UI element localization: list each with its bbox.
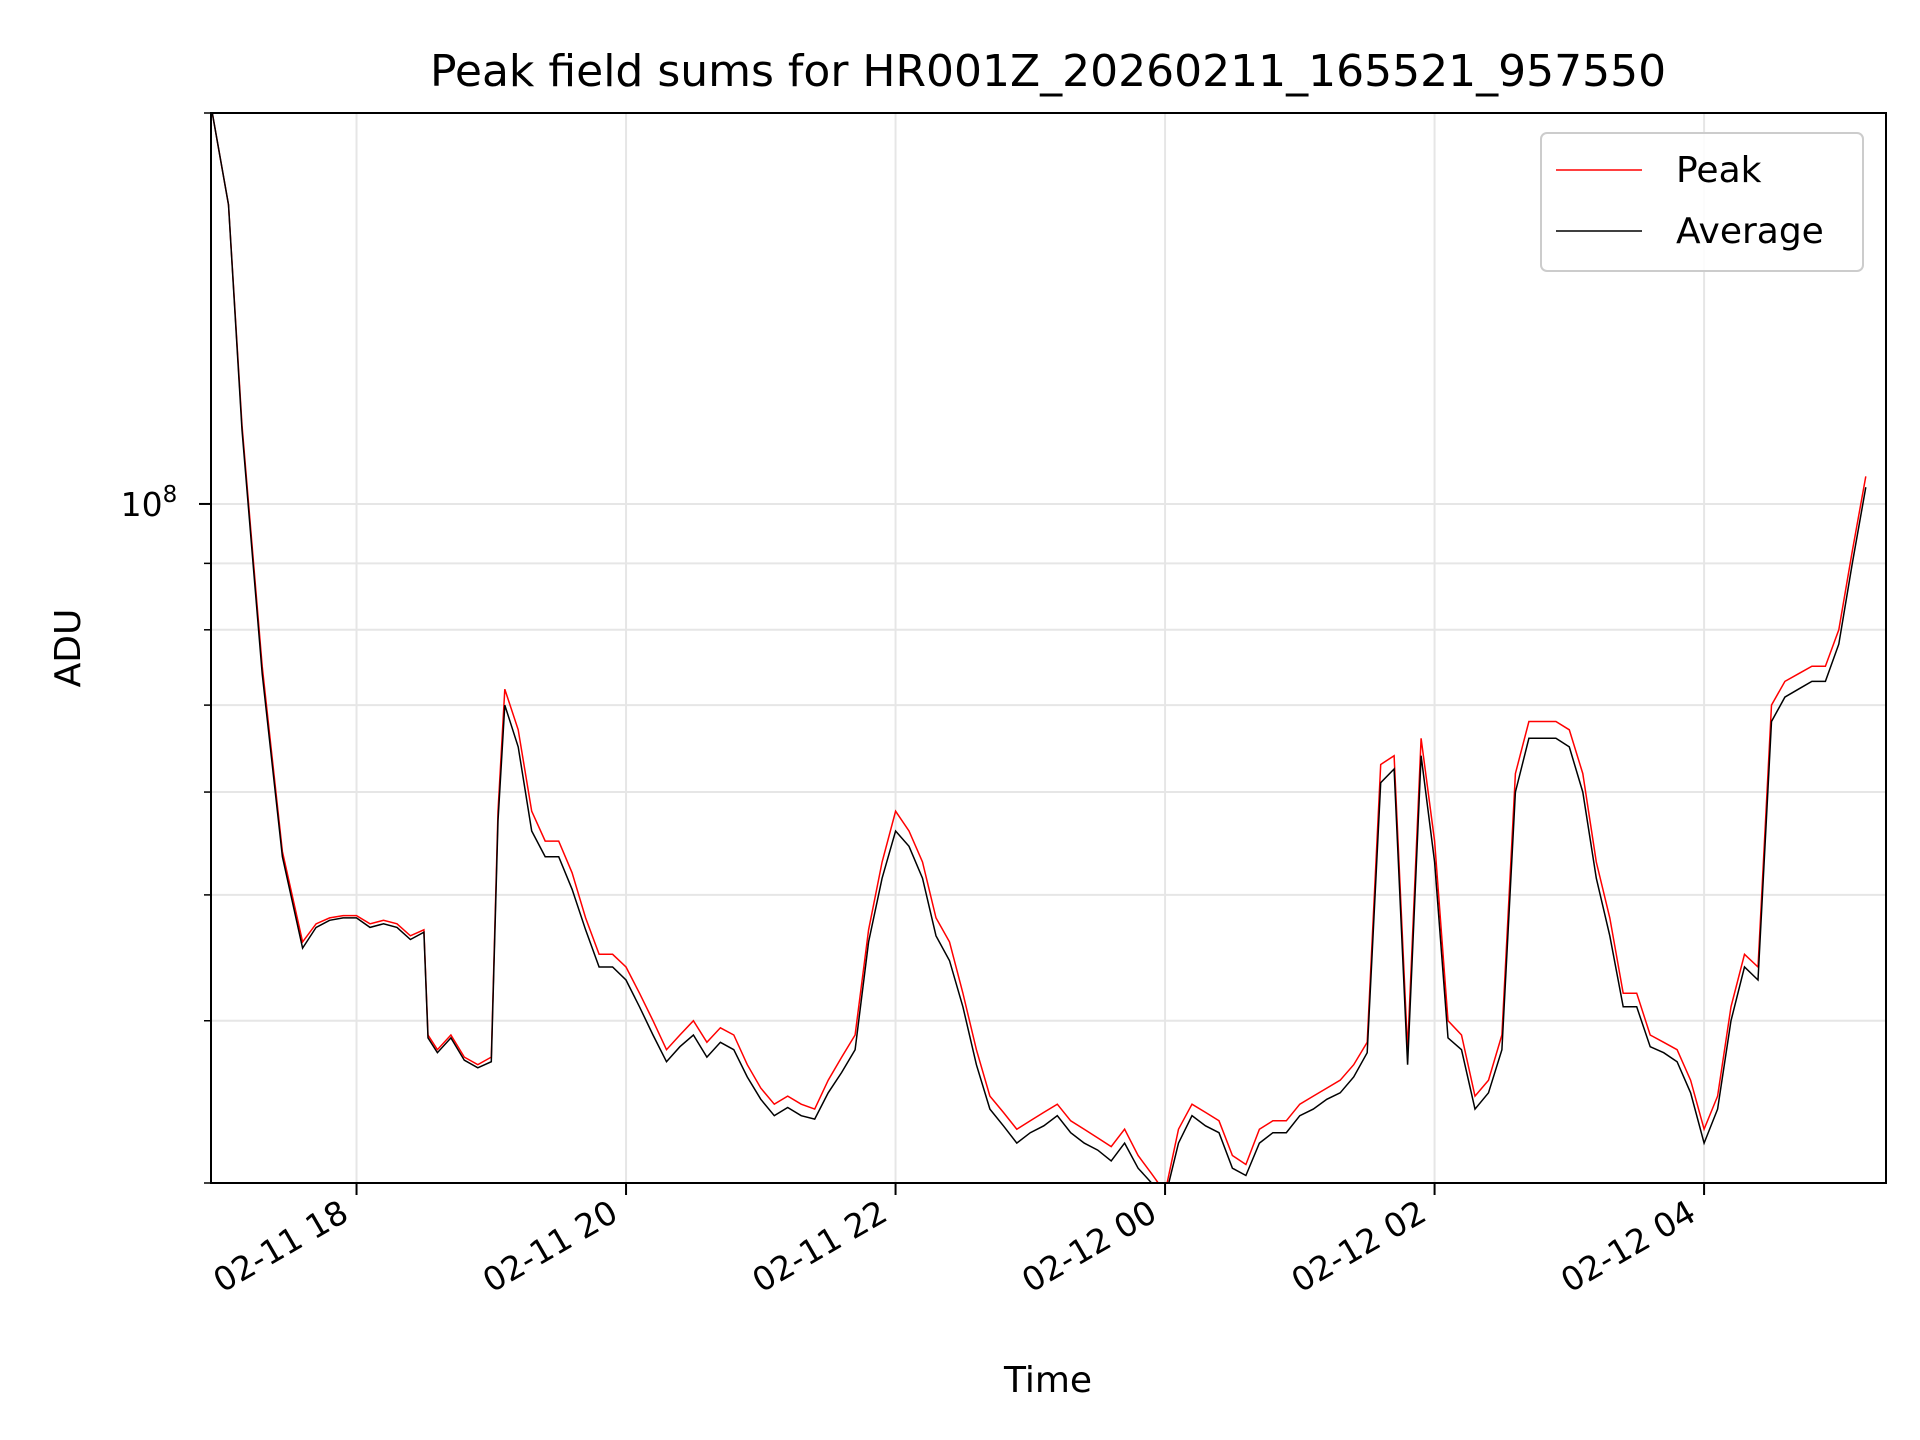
y-tick-label: 108 [121,482,178,524]
legend-label-average: Average [1676,211,1824,252]
series-layer [211,113,1867,1183]
x-axis-label: Time [1003,1360,1092,1401]
y-axis-label: ADU [48,609,89,688]
y-tick-label-exponent: 8 [163,482,178,508]
plot-frame [210,112,1887,1184]
legend-box [1540,132,1864,272]
series-line-average [211,113,1867,1183]
y-tick-label-base: 10 [121,485,163,524]
chart-title: Peak field sums for HR001Z_20260211_1655… [430,46,1666,97]
legend: Peak Average [1540,132,1864,272]
legend-label-peak: Peak [1676,150,1762,191]
